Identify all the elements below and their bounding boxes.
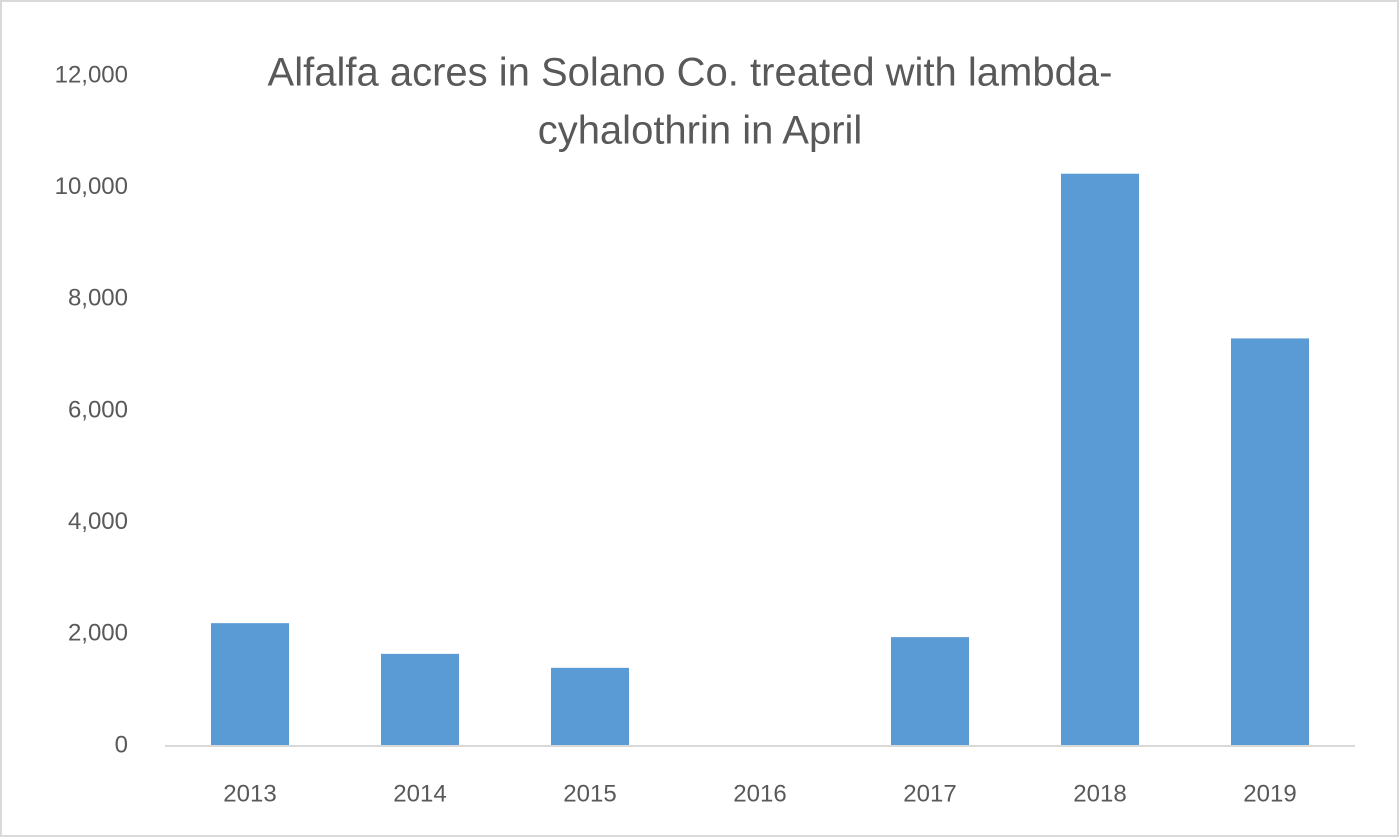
bar — [211, 623, 289, 746]
y-tick-label: 12,000 — [55, 61, 128, 88]
x-tick-label: 2013 — [223, 780, 276, 807]
y-tick-label: 0 — [115, 731, 128, 758]
x-tick-label: 2018 — [1073, 780, 1126, 807]
bar — [381, 653, 459, 746]
x-tick-label: 2016 — [733, 780, 786, 807]
chart-title: Alfalfa acres in Solano Co. treated with… — [268, 51, 1113, 95]
chart-title: cyhalothrin in April — [538, 109, 863, 153]
x-tick-label: 2017 — [903, 780, 956, 807]
x-tick-label: 2019 — [1243, 780, 1296, 807]
bar — [1061, 173, 1139, 747]
x-tick-label: 2015 — [563, 780, 616, 807]
y-tick-label: 10,000 — [55, 173, 128, 200]
y-tick-label: 8,000 — [68, 285, 128, 312]
y-tick-label: 6,000 — [68, 396, 128, 423]
bar — [891, 637, 969, 746]
x-tick-label: 2014 — [393, 780, 446, 807]
bar — [551, 667, 629, 746]
y-tick-label: 2,000 — [68, 620, 128, 647]
bar — [1231, 338, 1309, 746]
y-tick-label: 4,000 — [68, 508, 128, 535]
